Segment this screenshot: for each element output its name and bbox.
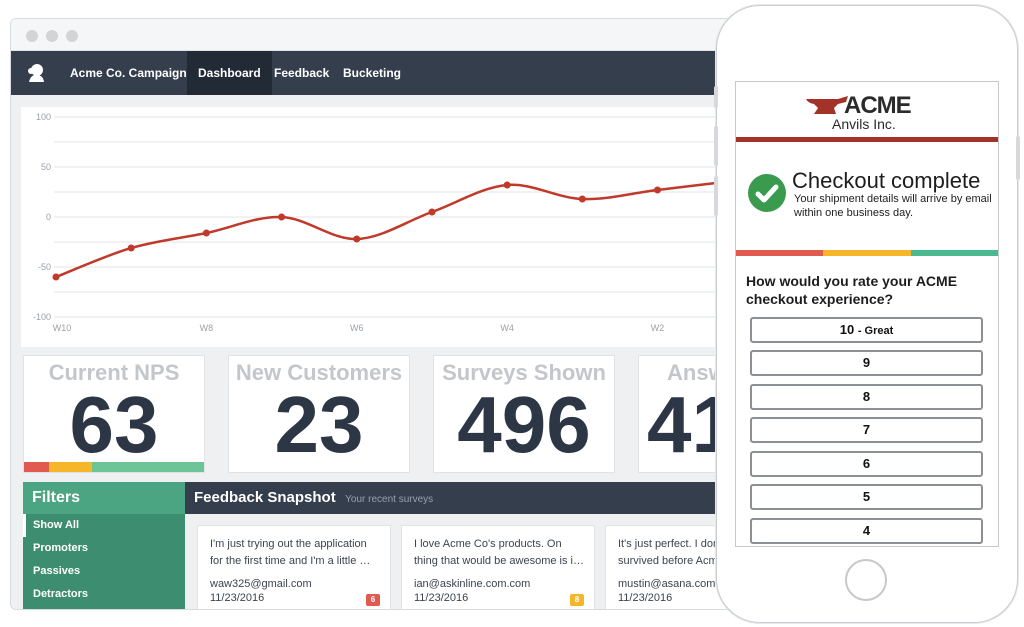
window-close-button[interactable] bbox=[26, 30, 38, 42]
rating-color-strip bbox=[736, 250, 998, 256]
nps-bar-passives bbox=[49, 462, 93, 472]
acme-brand-sub: Anvils Inc. bbox=[832, 116, 896, 132]
filter-promoters[interactable]: Promoters bbox=[33, 542, 89, 554]
filter-passives[interactable]: Passives bbox=[33, 565, 81, 577]
nps-data-point bbox=[278, 213, 286, 221]
nps-data-point bbox=[127, 244, 135, 252]
stat-value: 23 bbox=[274, 380, 364, 469]
phone-home-button[interactable] bbox=[845, 559, 887, 601]
feedback-snapshot-title: Feedback Snapshot bbox=[194, 489, 336, 506]
acme-brand: ACME bbox=[844, 92, 912, 119]
feedback-card[interactable]: I'm just trying out the application for … bbox=[197, 525, 391, 609]
feedback-snapshot-subtitle: Your recent surveys bbox=[345, 494, 434, 505]
y-tick-label: 0 bbox=[46, 212, 51, 222]
stat-label: Answ bbox=[667, 360, 726, 385]
rating-option-6[interactable]: 6 bbox=[750, 451, 983, 477]
y-tick-label: 50 bbox=[41, 162, 51, 172]
nps-trend-chart: 100 50 0 -50 -100 W10 W8 W6 W4 W2 bbox=[21, 107, 769, 347]
stat-card-current-nps: Current NPS 63 bbox=[23, 355, 205, 473]
feedback-date: 11/23/2016 bbox=[618, 592, 673, 604]
nps-data-point bbox=[353, 235, 361, 243]
nps-series-line bbox=[55, 179, 733, 279]
nps-data-point bbox=[578, 195, 586, 203]
rating-option-10[interactable]: 10 - Great bbox=[750, 317, 983, 343]
acme-logo: ACME Anvils Inc. bbox=[736, 90, 998, 132]
filters-title: Filters bbox=[23, 482, 185, 514]
top-navbar: Acme Co. Campaign Dashboard Feedback Buc… bbox=[11, 51, 769, 95]
stat-label: New Customers bbox=[235, 360, 403, 385]
browser-window: Acme Co. Campaign Dashboard Feedback Buc… bbox=[10, 18, 770, 610]
feedback-text: I'm just trying out the application for … bbox=[210, 538, 371, 567]
window-minimize-button[interactable] bbox=[46, 30, 58, 42]
feedback-email: waw325@gmail.com bbox=[210, 578, 312, 590]
rating-option-9[interactable]: 9 bbox=[750, 350, 983, 376]
rating-option-4[interactable]: 4 bbox=[750, 518, 983, 544]
nav-tab-feedback[interactable]: Feedback bbox=[274, 66, 330, 80]
nav-tab-bucketing[interactable]: Bucketing bbox=[343, 66, 402, 80]
x-tick-label: W6 bbox=[350, 323, 364, 333]
phone-volume-up-button bbox=[714, 126, 718, 166]
phone-screen: ACME Anvils Inc. Checkout complete Your … bbox=[735, 81, 999, 547]
nps-bar-detractors bbox=[24, 462, 50, 472]
nps-data-point bbox=[654, 186, 662, 194]
y-tick-label: -50 bbox=[38, 262, 51, 272]
filters-panel: Filters Show All Promoters Passives Detr… bbox=[23, 482, 185, 609]
feedback-text: I love Acme Co's products. On thing that… bbox=[414, 538, 584, 567]
strip-green bbox=[910, 250, 998, 256]
x-tick-label: W8 bbox=[200, 323, 214, 333]
checkout-complete-body: Your shipment details will arrive by ema… bbox=[794, 193, 992, 219]
feedback-snapshot-panel: Feedback Snapshot Your recent surveys I'… bbox=[185, 482, 769, 609]
filter-show-all[interactable]: Show All bbox=[23, 514, 185, 537]
feedback-date: 11/23/2016 bbox=[414, 592, 469, 604]
header-divider bbox=[736, 137, 998, 142]
feedback-snapshot-header: Feedback Snapshot Your recent surveys bbox=[185, 482, 769, 514]
nps-data-point bbox=[202, 229, 210, 237]
strip-yellow bbox=[823, 250, 911, 256]
phone-volume-down-button bbox=[714, 176, 718, 216]
rating-option-8[interactable]: 8 bbox=[750, 384, 983, 410]
stat-card-surveys-shown: Surveys Shown 496 bbox=[433, 355, 615, 473]
phone-mute-switch bbox=[714, 86, 718, 108]
rating-option-7[interactable]: 7 bbox=[750, 417, 983, 443]
x-tick-label: W2 bbox=[651, 323, 665, 333]
nav-tab-dashboard[interactable]: Dashboard bbox=[187, 51, 272, 95]
feedback-date: 11/23/2016 bbox=[210, 592, 265, 604]
stat-label: Current NPS bbox=[48, 360, 180, 385]
feedback-card[interactable]: I love Acme Co's products. On thing that… bbox=[401, 525, 595, 609]
x-tick-label: W10 bbox=[53, 323, 72, 333]
nps-bar-promoters bbox=[92, 462, 204, 472]
stat-label: Surveys Shown bbox=[442, 360, 606, 385]
window-zoom-button[interactable] bbox=[66, 30, 78, 42]
nps-data-point bbox=[428, 208, 436, 216]
feedback-email: ian@askinline.com.com bbox=[414, 578, 531, 590]
nps-data-point bbox=[503, 181, 511, 189]
score-badge: 8 bbox=[570, 594, 584, 606]
rating-option-value: 10 bbox=[839, 322, 855, 337]
strip-red bbox=[736, 250, 824, 256]
feedback-email: mustin@asana.com bbox=[618, 578, 716, 590]
x-tick-label: W4 bbox=[500, 323, 514, 333]
checkout-complete-title: Checkout complete bbox=[792, 168, 981, 193]
phone-mockup: ACME Anvils Inc. Checkout complete Your … bbox=[714, 5, 1020, 623]
stat-value: 63 bbox=[69, 380, 159, 469]
filter-detractors[interactable]: Detractors bbox=[33, 588, 89, 600]
campaign-dropdown-label: Acme Co. Campaign bbox=[70, 66, 187, 80]
survey-question: How would you rate your ACME checkout ex… bbox=[746, 273, 958, 307]
rating-option-suffix: - Great bbox=[857, 325, 894, 337]
anvil-icon bbox=[806, 96, 848, 114]
stat-card-new-customers: New Customers 23 bbox=[228, 355, 410, 473]
stat-value: 496 bbox=[457, 380, 591, 469]
nps-distribution-bar bbox=[24, 462, 204, 472]
window-titlebar bbox=[11, 19, 769, 51]
score-badge: 6 bbox=[366, 594, 380, 606]
nps-data-point bbox=[52, 273, 60, 281]
app-logo-icon[interactable] bbox=[25, 62, 47, 84]
rating-option-5[interactable]: 5 bbox=[750, 484, 983, 510]
y-tick-label: -100 bbox=[33, 312, 51, 322]
checkmark-icon bbox=[748, 174, 786, 212]
phone-power-button bbox=[1016, 136, 1020, 180]
y-tick-label: 100 bbox=[36, 112, 51, 122]
